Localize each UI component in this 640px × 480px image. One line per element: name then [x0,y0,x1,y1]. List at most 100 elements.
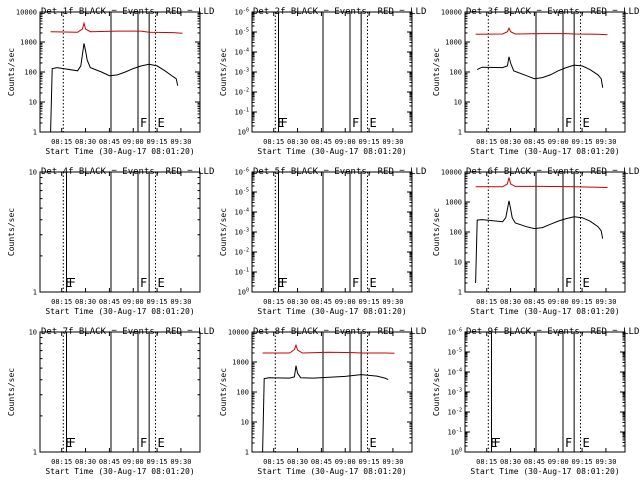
panel-title: Det 2f BLACK = Events, RED = LLD [253,7,426,17]
y-tick-label: 10-1 [448,428,462,437]
lld-series-line [50,21,183,34]
events-series-line [262,365,389,453]
x-tick-label: 09:00 [123,298,144,306]
x-tick-label: 09:00 [548,298,569,306]
x-tick-label: 08:45 [99,138,120,146]
y-tick-label: 100 [238,128,249,137]
y-tick-label: 10-5 [235,188,249,197]
marker-label: E [277,276,284,290]
x-tick-label: 09:00 [335,458,356,466]
lld-series-line [475,26,608,36]
x-tick-label: 09:00 [548,458,569,466]
marker-label: E [369,276,376,290]
x-tick-label: 08:15 [476,138,497,146]
marker-label: F [352,116,359,130]
x-tick-label: 09:30 [382,138,403,146]
x-axis-label: Start Time (30-Aug-17 08:01:20) [45,467,194,476]
marker-label: F [140,436,147,450]
plot-frame [39,11,201,133]
panel-title: Det 6f BLACK = Events, RED = LLD [466,167,639,177]
panel-det-2: Det 2f BLACK = Events, RED = LLD 08:15 08:… [219,7,426,156]
x-tick-label: 09:00 [335,138,356,146]
y-tick-label: 1 [33,129,37,137]
events-series-line [475,200,604,284]
x-tick-label: 09:30 [170,458,191,466]
x-tick-label: 08:45 [311,138,332,146]
y-tick-label: 100 [449,69,462,77]
x-tick-label: 09:30 [595,138,616,146]
x-tick-label: 09:15 [359,138,380,146]
y-tick-label: 100 [24,69,37,77]
y-axis-label: Counts/sec [432,48,441,96]
plot-frame [39,171,201,293]
panel-title: Det 7f BLACK = Events, RED = LLD [41,327,214,337]
panel-title: Det 4f BLACK = Events, RED = LLD [41,167,214,177]
y-tick-label: 10-6 [235,168,249,177]
x-tick-label: 09:15 [359,298,380,306]
x-axis-label: Start Time (30-Aug-17 08:01:20) [257,147,406,156]
x-tick-label: 08:15 [51,138,72,146]
x-tick-label: 09:30 [170,138,191,146]
y-tick-label: 10-1 [235,268,249,277]
y-axis-label: Counts/sec [432,208,441,256]
y-tick-label: 1000 [232,359,249,367]
x-tick-label: 08:15 [263,138,284,146]
y-tick-label: 10-6 [448,328,462,337]
marker-label: F [565,436,572,450]
marker-label: E [157,436,164,450]
x-tick-label: 08:45 [524,138,545,146]
y-tick-label: 10-5 [235,28,249,37]
y-tick-label: 10-5 [448,348,462,357]
x-tick-label: 08:30 [287,298,308,306]
marker-label: E [582,276,589,290]
panel-det-5: Det 5f BLACK = Events, RED = LLD 08:15 08:… [219,167,426,316]
x-axis-label: Start Time (30-Aug-17 08:01:20) [257,307,406,316]
events-series-line [50,43,179,133]
x-tick-label: 08:30 [75,298,96,306]
x-axis-label: Start Time (30-Aug-17 08:01:20) [45,147,194,156]
x-tick-label: 08:15 [263,298,284,306]
y-tick-label: 10000 [16,9,37,17]
x-tick-label: 08:30 [287,458,308,466]
plot-frame [251,331,413,453]
x-tick-label: 08:15 [476,458,497,466]
x-tick-label: 09:15 [359,458,380,466]
marker-label: E [157,116,164,130]
y-tick-label: 10 [454,99,462,107]
x-tick-label: 08:30 [500,458,521,466]
events-series-line [476,56,604,88]
x-tick-label: 09:30 [170,298,191,306]
y-tick-label: 10-3 [448,388,462,397]
panel-title: Det 3f BLACK = Events, RED = LLD [466,7,639,17]
x-tick-label: 08:15 [263,458,284,466]
y-tick-label: 10000 [228,329,249,337]
x-axis-label: Start Time (30-Aug-17 08:01:20) [470,147,619,156]
x-tick-label: 09:15 [147,298,168,306]
marker-label: F [68,276,75,290]
marker-label: E [582,436,589,450]
y-tick-label: 1 [458,129,462,137]
y-tick-label: 10 [241,419,249,427]
panel-title: Det 8f BLACK = Events, RED = LLD [253,327,426,337]
x-tick-label: 09:00 [123,458,144,466]
x-axis-label: Start Time (30-Aug-17 08:01:20) [470,467,619,476]
y-tick-label: 10000 [441,169,462,177]
y-tick-label: 10 [454,259,462,267]
marker-label: E [65,276,72,290]
marker-label: E [369,116,376,130]
y-tick-label: 1000 [445,39,462,47]
x-tick-label: 09:15 [572,138,593,146]
y-tick-label: 1000 [20,39,37,47]
y-axis-label: Counts/sec [7,208,16,256]
panel-title: Det 5f BLACK = Events, RED = LLD [253,167,426,177]
x-tick-label: 09:15 [572,458,593,466]
x-tick-label: 09:00 [548,138,569,146]
y-tick-label: 1000 [445,199,462,207]
y-tick-label: 10 [29,99,37,107]
y-tick-label: 10-4 [448,368,462,377]
x-tick-label: 08:45 [524,458,545,466]
x-axis-label: Start Time (30-Aug-17 08:01:20) [470,307,619,316]
